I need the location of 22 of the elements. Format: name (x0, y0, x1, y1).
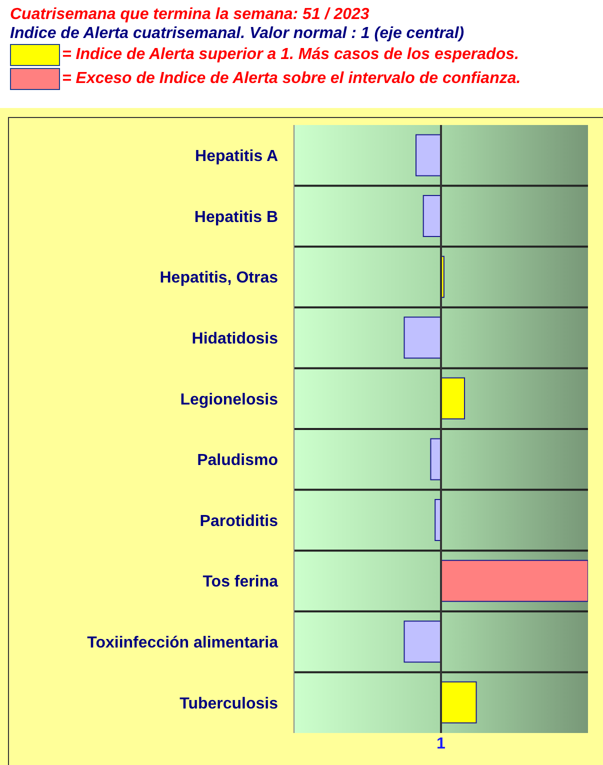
y-tick-label: Toxiinfección alimentaria (87, 634, 278, 652)
bar (404, 620, 442, 663)
text: Indice de Alerta cuatrisemanal. Valor normal : 1 (eje central) (10, 25, 466, 43)
text: = Indice de Alerta superior a 1. Más casos de los esperados. (62, 46, 519, 64)
bar (404, 316, 442, 359)
y-tick-label: Hepatitis, Otras (160, 270, 278, 287)
y-tick-label: Parotiditis (200, 512, 278, 530)
y-tick-label: Tuberculosis (180, 695, 278, 712)
bar (440, 560, 588, 602)
bar (440, 681, 477, 724)
y-tick-label: Hepatitis A (195, 148, 278, 166)
y-tick-label: Paludismo (197, 452, 278, 470)
y-tick-label: Hepatitis B (194, 208, 278, 226)
annotation: 1 (436, 735, 446, 752)
y-tick-label: Legionelosis (180, 391, 278, 408)
bar (416, 134, 442, 176)
bar (422, 195, 442, 238)
text: = Exceso de Indice de Alerta sobre el intervalo de confianza. (62, 70, 521, 88)
y-tick-label: Hidatidosis (192, 330, 278, 348)
text: Cuatrisemana que termina la semana: 51 / 2023 (10, 6, 370, 24)
bar (440, 377, 466, 420)
y-tick-label: Tos ferina (202, 574, 278, 591)
